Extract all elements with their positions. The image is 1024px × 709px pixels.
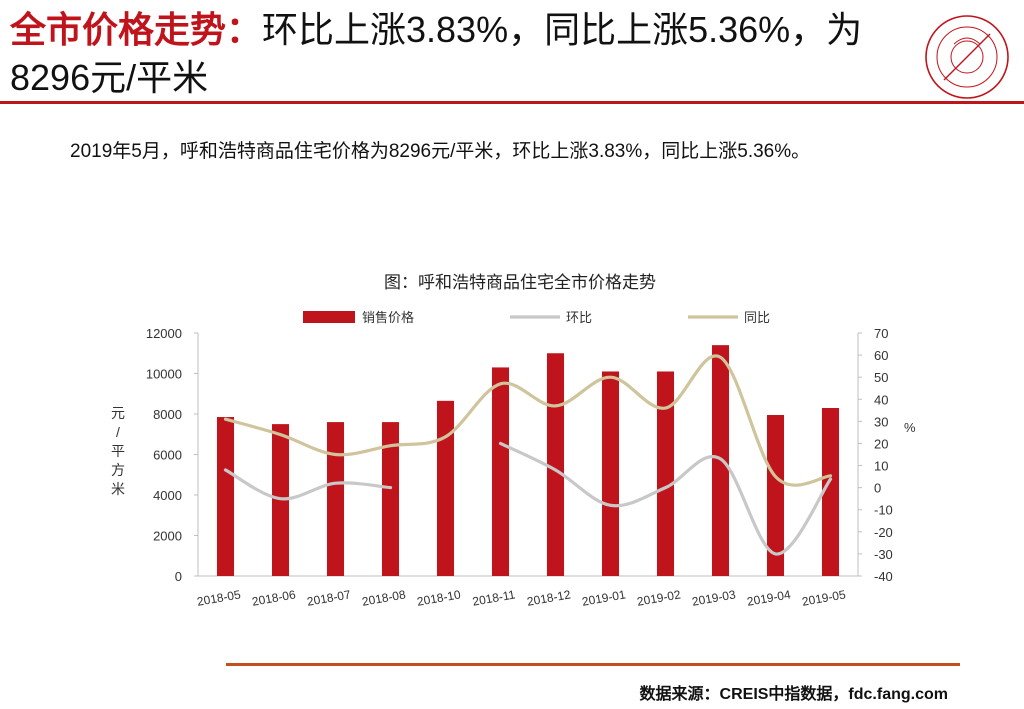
legend-swatch-price xyxy=(303,311,355,323)
right-tick-label: 60 xyxy=(874,348,888,363)
right-tick-label: -30 xyxy=(874,547,893,562)
line-series xyxy=(223,354,833,556)
right-tick-label: -20 xyxy=(874,525,893,540)
header-divider xyxy=(0,101,1024,104)
bar xyxy=(821,408,840,576)
chart-legend: 销售价格 环比 同比 xyxy=(303,310,770,325)
footer-divider xyxy=(226,663,960,666)
x-tick-label: 2018-11 xyxy=(471,587,516,608)
left-tick-label: 4000 xyxy=(153,488,182,503)
x-tick-label: 2018-10 xyxy=(416,587,462,608)
legend-label-mom: 环比 xyxy=(566,310,592,325)
right-tick-label: 70 xyxy=(874,326,888,341)
left-tick-label: 0 xyxy=(175,569,182,584)
bar xyxy=(326,422,345,576)
title-highlight: 全市价格走势： xyxy=(10,9,263,50)
right-tick-label: 40 xyxy=(874,392,888,407)
x-tick-label: 2019-02 xyxy=(636,587,682,608)
right-axis-label: % xyxy=(904,420,916,435)
legend-label-yoy: 同比 xyxy=(744,310,770,325)
right-tick-label: -40 xyxy=(874,569,893,584)
bar xyxy=(216,417,235,576)
left-axis-label: 元/平方米 xyxy=(111,405,125,497)
price-trend-chart: 图：呼和浩特商品住宅全市价格走势 销售价格 环比 同比 0 2000 4000 6000 8… xyxy=(111,273,916,609)
right-tick-label: 50 xyxy=(874,370,888,385)
bar xyxy=(546,353,565,576)
title-rest: 环比上涨3.83%，同比上涨5.36%，为8296元/平米 xyxy=(10,9,863,98)
bar xyxy=(601,371,620,576)
left-tick-label: 8000 xyxy=(153,407,182,422)
bar xyxy=(436,400,455,576)
right-tick-label: 10 xyxy=(874,459,888,474)
right-tick-label: -10 xyxy=(874,503,893,518)
bar-series-price xyxy=(216,345,840,576)
right-tick-label: 20 xyxy=(874,436,888,451)
x-tick-label: 2019-05 xyxy=(801,587,847,608)
x-tick-label: 2018-06 xyxy=(251,587,297,608)
x-tick-label: 2019-04 xyxy=(746,587,792,608)
chart-title: 图：呼和浩特商品住宅全市价格走势 xyxy=(384,273,656,292)
left-tick-label: 2000 xyxy=(153,529,182,544)
left-tick-label: 12000 xyxy=(146,326,182,341)
right-tick-label: 0 xyxy=(874,481,881,496)
x-tick-label: 2018-08 xyxy=(361,587,407,608)
x-tick-label: 2019-01 xyxy=(581,587,627,608)
page-title: 全市价格走势：环比上涨3.83%，同比上涨5.36%，为8296元/平米 xyxy=(10,6,910,102)
x-tick-label: 2018-05 xyxy=(196,587,242,608)
bar xyxy=(656,371,675,576)
x-tick-label: 2018-07 xyxy=(306,587,352,608)
bar xyxy=(491,367,510,576)
left-tick-label: 10000 xyxy=(146,367,182,382)
line-series-yoy xyxy=(223,354,833,487)
china-index-academy-logo xyxy=(925,15,1009,99)
bar xyxy=(766,415,785,576)
line-series-mom xyxy=(498,441,833,556)
x-tick-label: 2018-12 xyxy=(526,587,572,608)
x-tick-label: 2019-03 xyxy=(691,587,737,608)
summary-text: 2019年5月，呼和浩特商品住宅价格为8296元/平米，环比上涨3.83%，同比… xyxy=(70,141,811,162)
right-tick-label: 30 xyxy=(874,414,888,429)
bar xyxy=(381,422,400,576)
left-tick-label: 6000 xyxy=(153,448,182,463)
line-series-mom xyxy=(223,468,393,501)
data-source: 数据来源：CREIS中指数据，fdc.fang.com xyxy=(639,686,948,703)
legend-label-price: 销售价格 xyxy=(362,310,414,325)
